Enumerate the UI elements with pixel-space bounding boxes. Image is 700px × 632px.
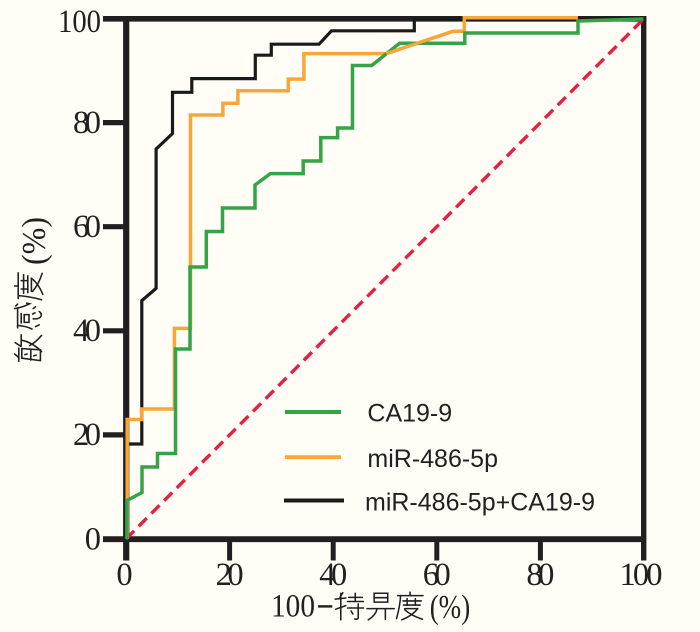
svg-text:40: 40 [73, 313, 101, 349]
svg-text:20: 20 [216, 557, 244, 593]
svg-text:miR-486-5p+CA19-9: miR-486-5p+CA19-9 [365, 489, 595, 517]
svg-text:100: 100 [620, 557, 663, 593]
svg-text:80: 80 [526, 557, 554, 593]
svg-text:20: 20 [73, 417, 101, 453]
svg-text:0: 0 [85, 522, 101, 558]
svg-text:40: 40 [319, 557, 347, 593]
svg-text:100: 100 [271, 589, 315, 625]
svg-text:60: 60 [73, 209, 101, 245]
svg-text:(%): (%) [430, 589, 471, 626]
svg-text:miR-486-5p: miR-486-5p [367, 445, 498, 473]
svg-text:60: 60 [423, 557, 451, 593]
svg-text:80: 80 [73, 105, 101, 141]
svg-text:(%): (%) [16, 217, 53, 265]
svg-text:100: 100 [58, 4, 101, 40]
svg-text:0: 0 [116, 557, 132, 593]
svg-text:CA19-9: CA19-9 [367, 400, 452, 428]
